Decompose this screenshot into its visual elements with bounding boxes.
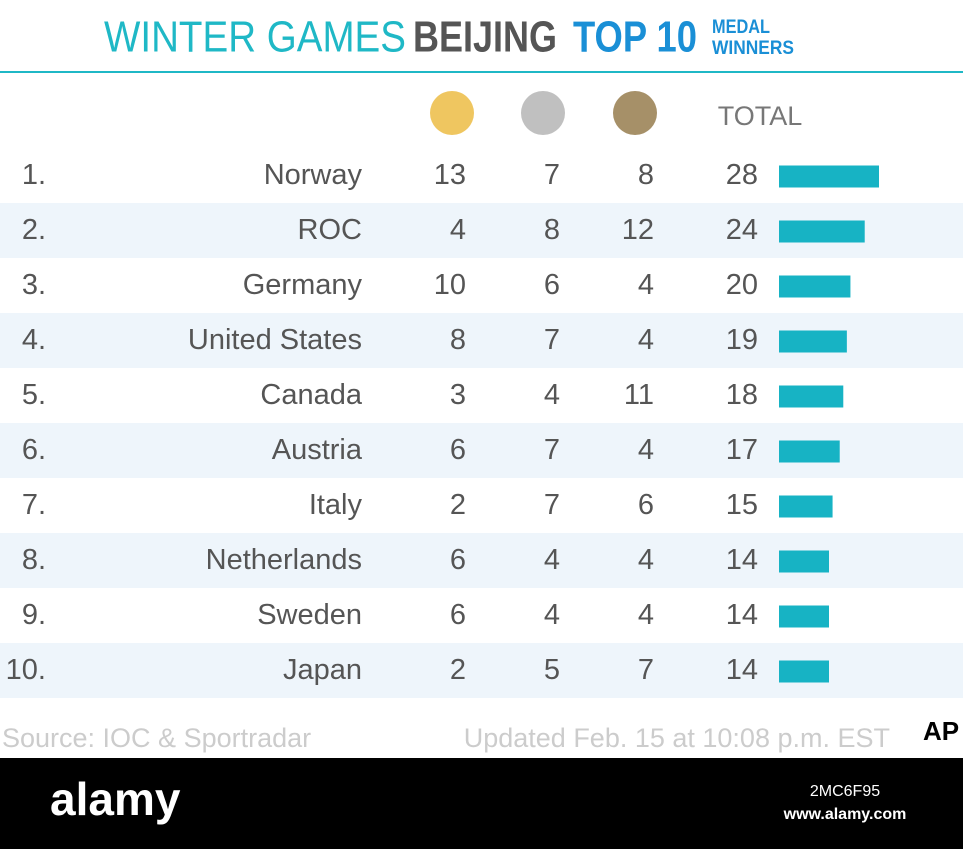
total-bar (779, 660, 829, 683)
source: Source: IOC & Sportradar (2, 723, 311, 753)
rank: 5. (22, 379, 46, 411)
total-bar (779, 330, 847, 353)
total-bar (779, 495, 833, 518)
total-bar (779, 385, 844, 408)
table-rows: 1. Norway 13 7 8 282. ROC 4 8 12 243. Germany 10 6 4 20… (0, 159, 963, 698)
total-header: TOTAL (718, 101, 803, 131)
title-part: TOP 10 (573, 13, 697, 62)
bronze-count: 4 (638, 434, 654, 466)
title-part: WINTER GAMES (104, 13, 406, 62)
silver-count: 8 (544, 214, 560, 246)
ap-logo: AP (923, 716, 959, 746)
bronze-count: 7 (638, 654, 654, 686)
bronze-count: 4 (638, 324, 654, 356)
rank: 9. (22, 599, 46, 631)
gold-count: 8 (450, 324, 466, 356)
bronze-count: 12 (622, 214, 654, 246)
silver-icon (521, 91, 565, 135)
bronze-count: 4 (638, 599, 654, 631)
watermark-id: 2MC6F95 (810, 783, 880, 800)
silver-count: 7 (544, 434, 560, 466)
bronze-count: 4 (638, 544, 654, 576)
title-part: WINNERS (712, 38, 794, 59)
gold-count: 3 (450, 379, 466, 411)
silver-count: 7 (544, 159, 560, 191)
total-count: 15 (726, 489, 758, 521)
rank: 10. (6, 654, 46, 686)
rank: 8. (22, 544, 46, 576)
title-part: MEDAL (712, 17, 770, 38)
country: Germany (243, 269, 363, 301)
bronze-count: 6 (638, 489, 654, 521)
gold-icon (430, 91, 474, 135)
total-count: 19 (726, 324, 758, 356)
title-part: BEIJING (413, 13, 557, 62)
silver-count: 7 (544, 324, 560, 356)
rank: 3. (22, 269, 46, 301)
silver-count: 4 (544, 379, 560, 411)
watermark-band (0, 758, 963, 849)
watermark-brand: alamy (50, 773, 181, 825)
gold-count: 2 (450, 489, 466, 521)
total-bar (779, 550, 829, 573)
gold-count: 13 (434, 159, 466, 191)
country: Norway (264, 159, 363, 191)
watermark-url: www.alamy.com (783, 806, 907, 823)
total-count: 14 (726, 599, 758, 631)
total-count: 28 (726, 159, 758, 191)
total-bar (779, 220, 865, 243)
bronze-icon (613, 91, 657, 135)
updated: Updated Feb. 15 at 10:08 p.m. EST (464, 723, 890, 753)
total-count: 20 (726, 269, 758, 301)
country: Japan (283, 654, 362, 686)
total-count: 18 (726, 379, 758, 411)
total-count: 14 (726, 544, 758, 576)
total-count: 24 (726, 214, 758, 246)
rank: 1. (22, 159, 46, 191)
silver-count: 7 (544, 489, 560, 521)
rank: 4. (22, 324, 46, 356)
gold-count: 2 (450, 654, 466, 686)
total-bar (779, 605, 829, 628)
country: Italy (309, 489, 363, 521)
country: Austria (272, 434, 363, 466)
country: United States (188, 324, 362, 356)
bronze-count: 11 (624, 379, 654, 411)
rank: 7. (22, 489, 46, 521)
total-count: 17 (726, 434, 758, 466)
silver-count: 5 (544, 654, 560, 686)
gold-count: 6 (450, 544, 466, 576)
silver-count: 4 (544, 544, 560, 576)
total-bar (779, 165, 879, 188)
country: Sweden (257, 599, 362, 631)
silver-count: 4 (544, 599, 560, 631)
bronze-count: 8 (638, 159, 654, 191)
rank: 2. (22, 214, 46, 246)
country: ROC (298, 214, 362, 246)
total-count: 14 (726, 654, 758, 686)
gold-count: 10 (434, 269, 466, 301)
gold-count: 6 (450, 599, 466, 631)
gold-count: 4 (450, 214, 466, 246)
country: Canada (260, 379, 362, 411)
total-bar (779, 440, 840, 463)
country: Netherlands (206, 544, 362, 576)
silver-count: 6 (544, 269, 560, 301)
bronze-count: 4 (638, 269, 654, 301)
rank: 6. (22, 434, 46, 466)
total-bar (779, 275, 851, 298)
gold-count: 6 (450, 434, 466, 466)
